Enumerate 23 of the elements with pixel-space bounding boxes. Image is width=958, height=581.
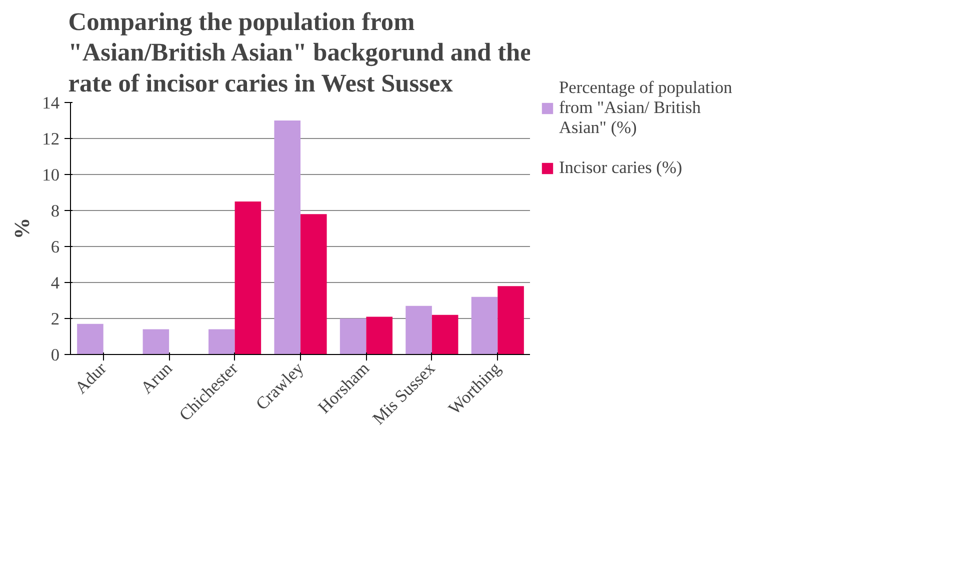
bar [142,329,170,354]
bar [274,120,300,354]
y-tick-label: 0 [50,346,60,364]
y-tick-label: 14 [42,94,60,112]
bar [77,324,104,354]
y-tick-label: 12 [42,130,60,148]
y-tick-label: 6 [50,238,60,256]
legend-label: Incisor caries (%) [559,158,682,178]
y-tick-label: 4 [50,274,60,292]
y-tick-label: 10 [42,166,60,184]
y-tick-label: 8 [50,202,60,220]
bar [432,314,458,354]
bar [234,202,262,354]
bar [340,318,366,354]
bar [406,306,432,354]
y-tick-label: 2 [50,310,60,328]
bar [498,286,524,354]
bar [300,214,327,354]
bar [471,296,498,354]
bar [208,329,235,354]
legend-label: Percentage of population from "Asian/ British Asian" (%) [559,78,732,138]
y-axis-title: % [10,218,34,240]
bar [366,316,392,354]
